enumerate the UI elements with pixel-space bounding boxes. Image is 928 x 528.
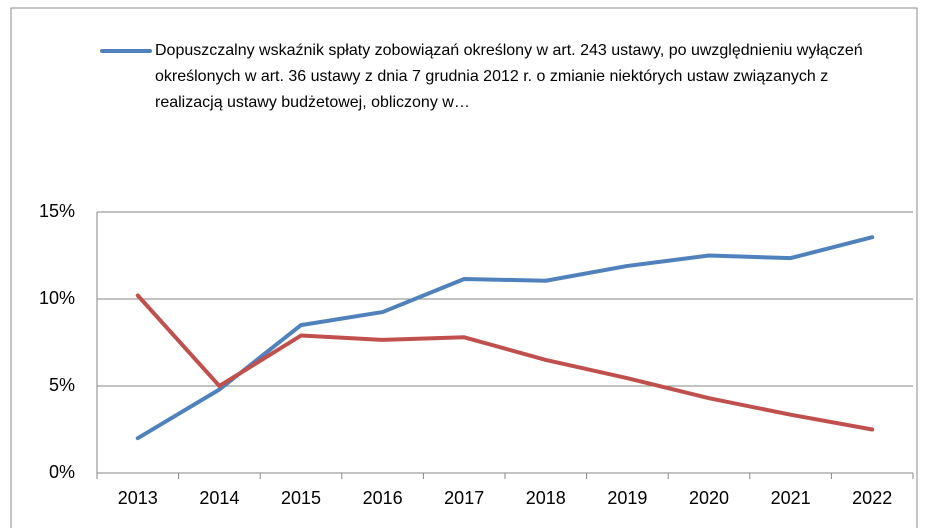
x-tick-label: 2016 [363,488,403,508]
y-tick-label: 10% [39,288,75,308]
x-tick-label: 2021 [771,488,811,508]
x-tick-label: 2014 [199,488,239,508]
line-series [135,293,875,432]
x-tick-label: 2022 [852,488,892,508]
x-tick-label: 2018 [526,488,566,508]
x-tick-label: 2019 [607,488,647,508]
x-tick-label: 2020 [689,488,729,508]
line-series [135,235,875,441]
x-tick-label: 2013 [118,488,158,508]
y-tick-label: 0% [49,462,75,482]
y-tick-label: 15% [39,201,75,221]
chart-border [10,7,918,528]
legend-label: Dopuszczalny wskaźnik spłaty zobowiązań … [155,42,863,111]
x-tick-label: 2015 [281,488,321,508]
x-tick-label: 2017 [444,488,484,508]
y-tick-label: 5% [49,375,75,395]
